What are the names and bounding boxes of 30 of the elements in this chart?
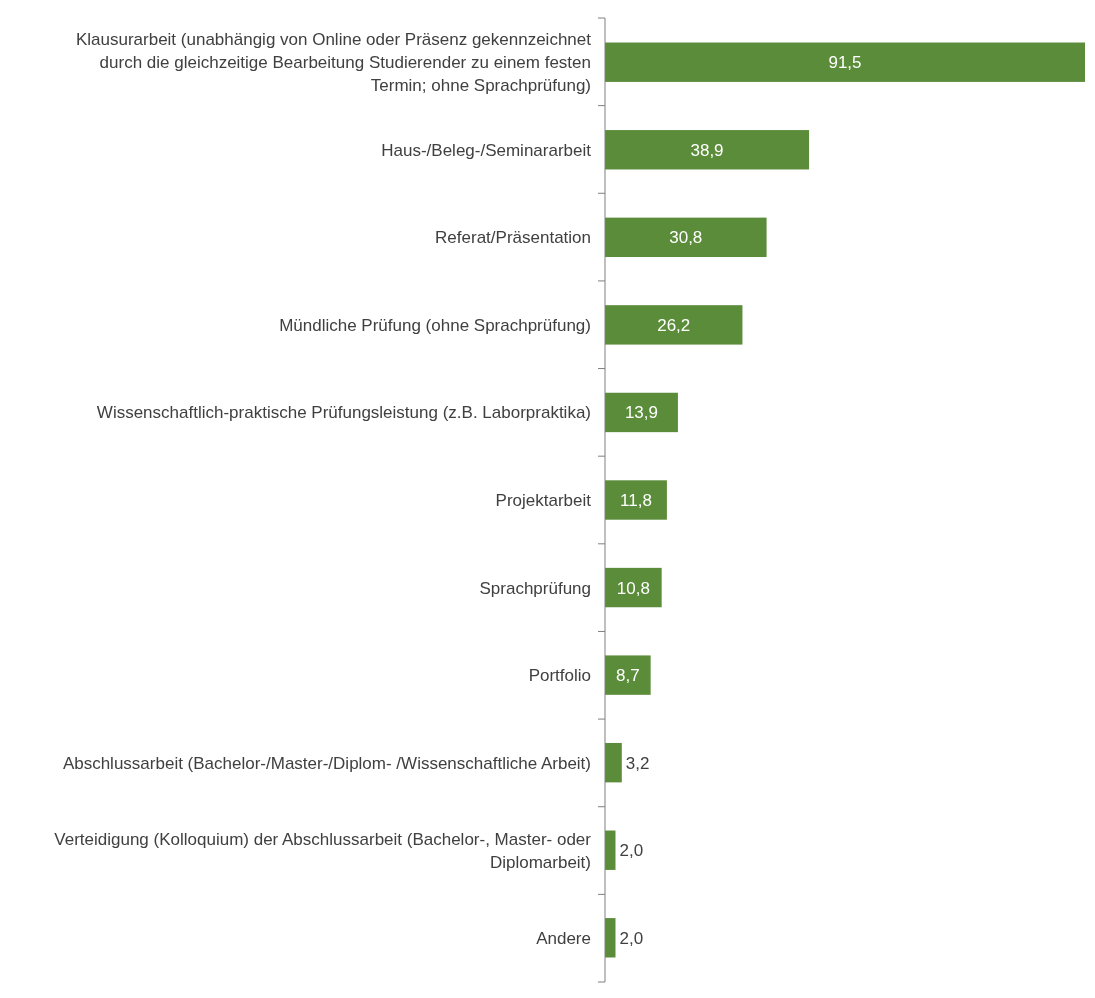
y-tick-label: Abschlussarbeit (Bachelor-/Master-/Diplom- /Wissenschaftliche Arbeit) bbox=[62, 753, 591, 773]
data-label: 30,8 bbox=[669, 228, 703, 248]
y-tick-label: Mündliche Prüfung (ohne Sprachprüfung) bbox=[279, 315, 591, 335]
y-tick-label: Wissenschaftlich-praktische Prüfungsleistung (z.B. Laborpraktika) bbox=[96, 403, 591, 423]
data-label: 38,9 bbox=[690, 140, 724, 160]
data-label: 26,2 bbox=[657, 315, 691, 335]
data-label: 3,2 bbox=[625, 753, 650, 773]
bar bbox=[605, 130, 810, 170]
bar bbox=[605, 42, 1085, 82]
y-tick-label: Verteidigung (Kolloquium) der Abschlussarbeit (Bachelor-, Master- oder Diplomarbeit) bbox=[54, 829, 592, 872]
y-tick-label: Portfolio bbox=[528, 666, 591, 686]
data-label: 91,5 bbox=[828, 53, 862, 73]
y-tick-label: Sprachprüfung bbox=[479, 578, 591, 598]
bar bbox=[605, 480, 667, 520]
bar bbox=[605, 217, 767, 258]
y-tick-label: Projektarbeit bbox=[495, 490, 592, 510]
data-label: 2,0 bbox=[619, 928, 644, 948]
y-tick-label: Andere bbox=[536, 928, 591, 948]
data-label: 10,8 bbox=[616, 578, 650, 598]
y-tick-label: Klausurarbeit (unabhängig von Online oder Präsenz gekennzeichnet durch die gleichzeitige Bearbeitung Studierender zu einem festen Termin; ohne Sprachprüfung) bbox=[75, 30, 592, 96]
y-tick-label: Referat/Präsentation bbox=[435, 228, 591, 248]
bar bbox=[605, 305, 743, 345]
bar bbox=[605, 655, 651, 695]
data-label: 8,7 bbox=[616, 666, 640, 686]
bar bbox=[605, 742, 622, 783]
data-label: 11,8 bbox=[620, 490, 652, 510]
bar bbox=[605, 392, 678, 433]
y-tick-label: Haus-/Beleg-/Seminararbeit bbox=[381, 140, 592, 160]
data-label: 13,9 bbox=[624, 403, 659, 423]
data-label: 2,0 bbox=[619, 841, 644, 861]
